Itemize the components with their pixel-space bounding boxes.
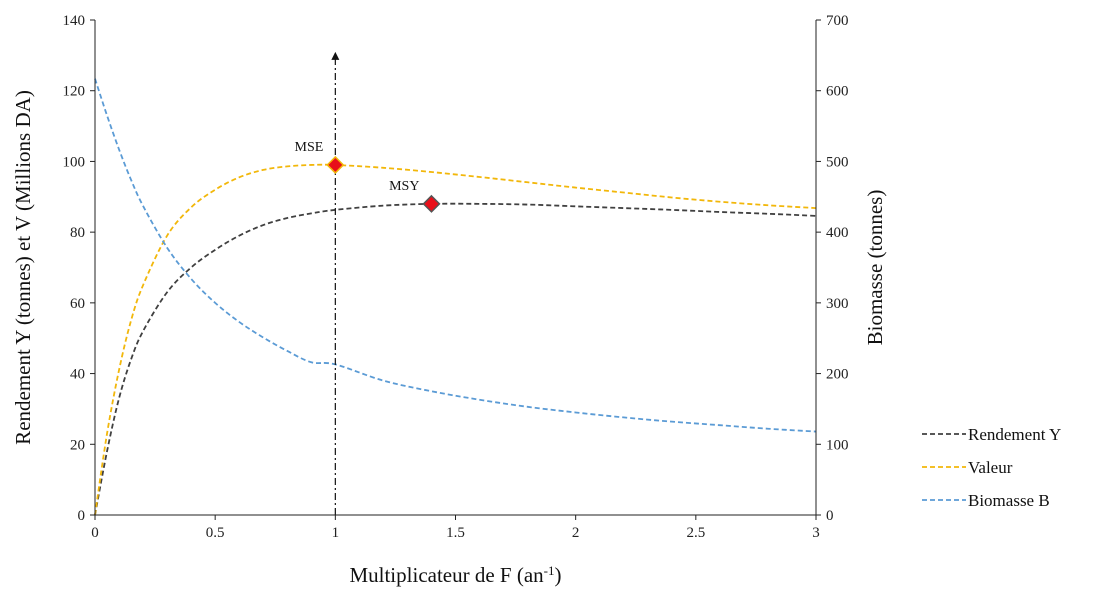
- axes-layer: 0 0.5 1 1.5 2 2.5 3020406080100120140010020030…: [63, 13, 849, 541]
- y-right-tick-label: 700: [826, 13, 849, 29]
- y-left-tick-label: 120: [63, 84, 86, 100]
- y-left-tick-label: 80: [70, 225, 85, 241]
- x-axis-title: Multiplicateur de F (an-1): [349, 563, 561, 588]
- x-tick-label: 2: [572, 525, 580, 541]
- point-mse: [326, 155, 345, 175]
- legend-entry: Rendement Y: [968, 425, 1061, 444]
- x-tick-label: 1.5: [446, 525, 465, 541]
- y-right-tick-label: 600: [826, 84, 849, 100]
- legend: Rendement Y Valeur Biomasse B: [922, 425, 1061, 510]
- y-right-tick-label: 200: [826, 367, 849, 383]
- series-line-biomasse-b: [94, 78, 817, 433]
- series-line-rendement-y: [94, 202, 817, 516]
- marker-layer: MSE MSY: [295, 51, 441, 515]
- y-right-tick-label: 500: [826, 154, 849, 170]
- x-tick-label: 0: [91, 525, 99, 541]
- series-line-valeur: [94, 163, 817, 516]
- vertical-marker-arrow-icon: [331, 51, 340, 60]
- x-axis-title-end: ): [555, 563, 562, 587]
- y-axis-right-title: Biomasse (tonnes): [863, 190, 887, 346]
- point-msy: [422, 194, 441, 213]
- point-label-mse: MSE: [295, 140, 324, 155]
- x-axis-title-superscript: -1: [544, 563, 555, 578]
- x-tick-label: 3: [812, 525, 820, 541]
- y-axis-left-title: Rendement Y (tonnes) et V (Millions DA): [11, 90, 35, 445]
- y-right-tick-label: 0: [826, 508, 834, 524]
- series-layer: [94, 78, 817, 516]
- legend-entry: Valeur: [968, 458, 1013, 477]
- point-label-msy: MSY: [389, 179, 419, 194]
- y-left-tick-label: 60: [70, 296, 85, 312]
- x-tick-label: 1: [332, 525, 340, 541]
- y-left-tick-label: 40: [70, 367, 85, 383]
- x-axis-title-main: Multiplicateur de F (an: [349, 563, 544, 587]
- y-left-tick-label: 0: [78, 508, 86, 524]
- y-right-tick-label: 300: [826, 296, 849, 312]
- x-tick-label: 2.5: [686, 525, 705, 541]
- y-right-tick-label: 100: [826, 437, 849, 453]
- y-left-tick-label: 140: [63, 13, 86, 29]
- x-tick-label: 0.5: [206, 525, 225, 541]
- y-left-tick-label: 20: [70, 437, 85, 453]
- y-left-tick-label: 100: [63, 154, 86, 170]
- legend-entry: Biomasse B: [968, 491, 1050, 510]
- y-right-tick-label: 400: [826, 225, 849, 241]
